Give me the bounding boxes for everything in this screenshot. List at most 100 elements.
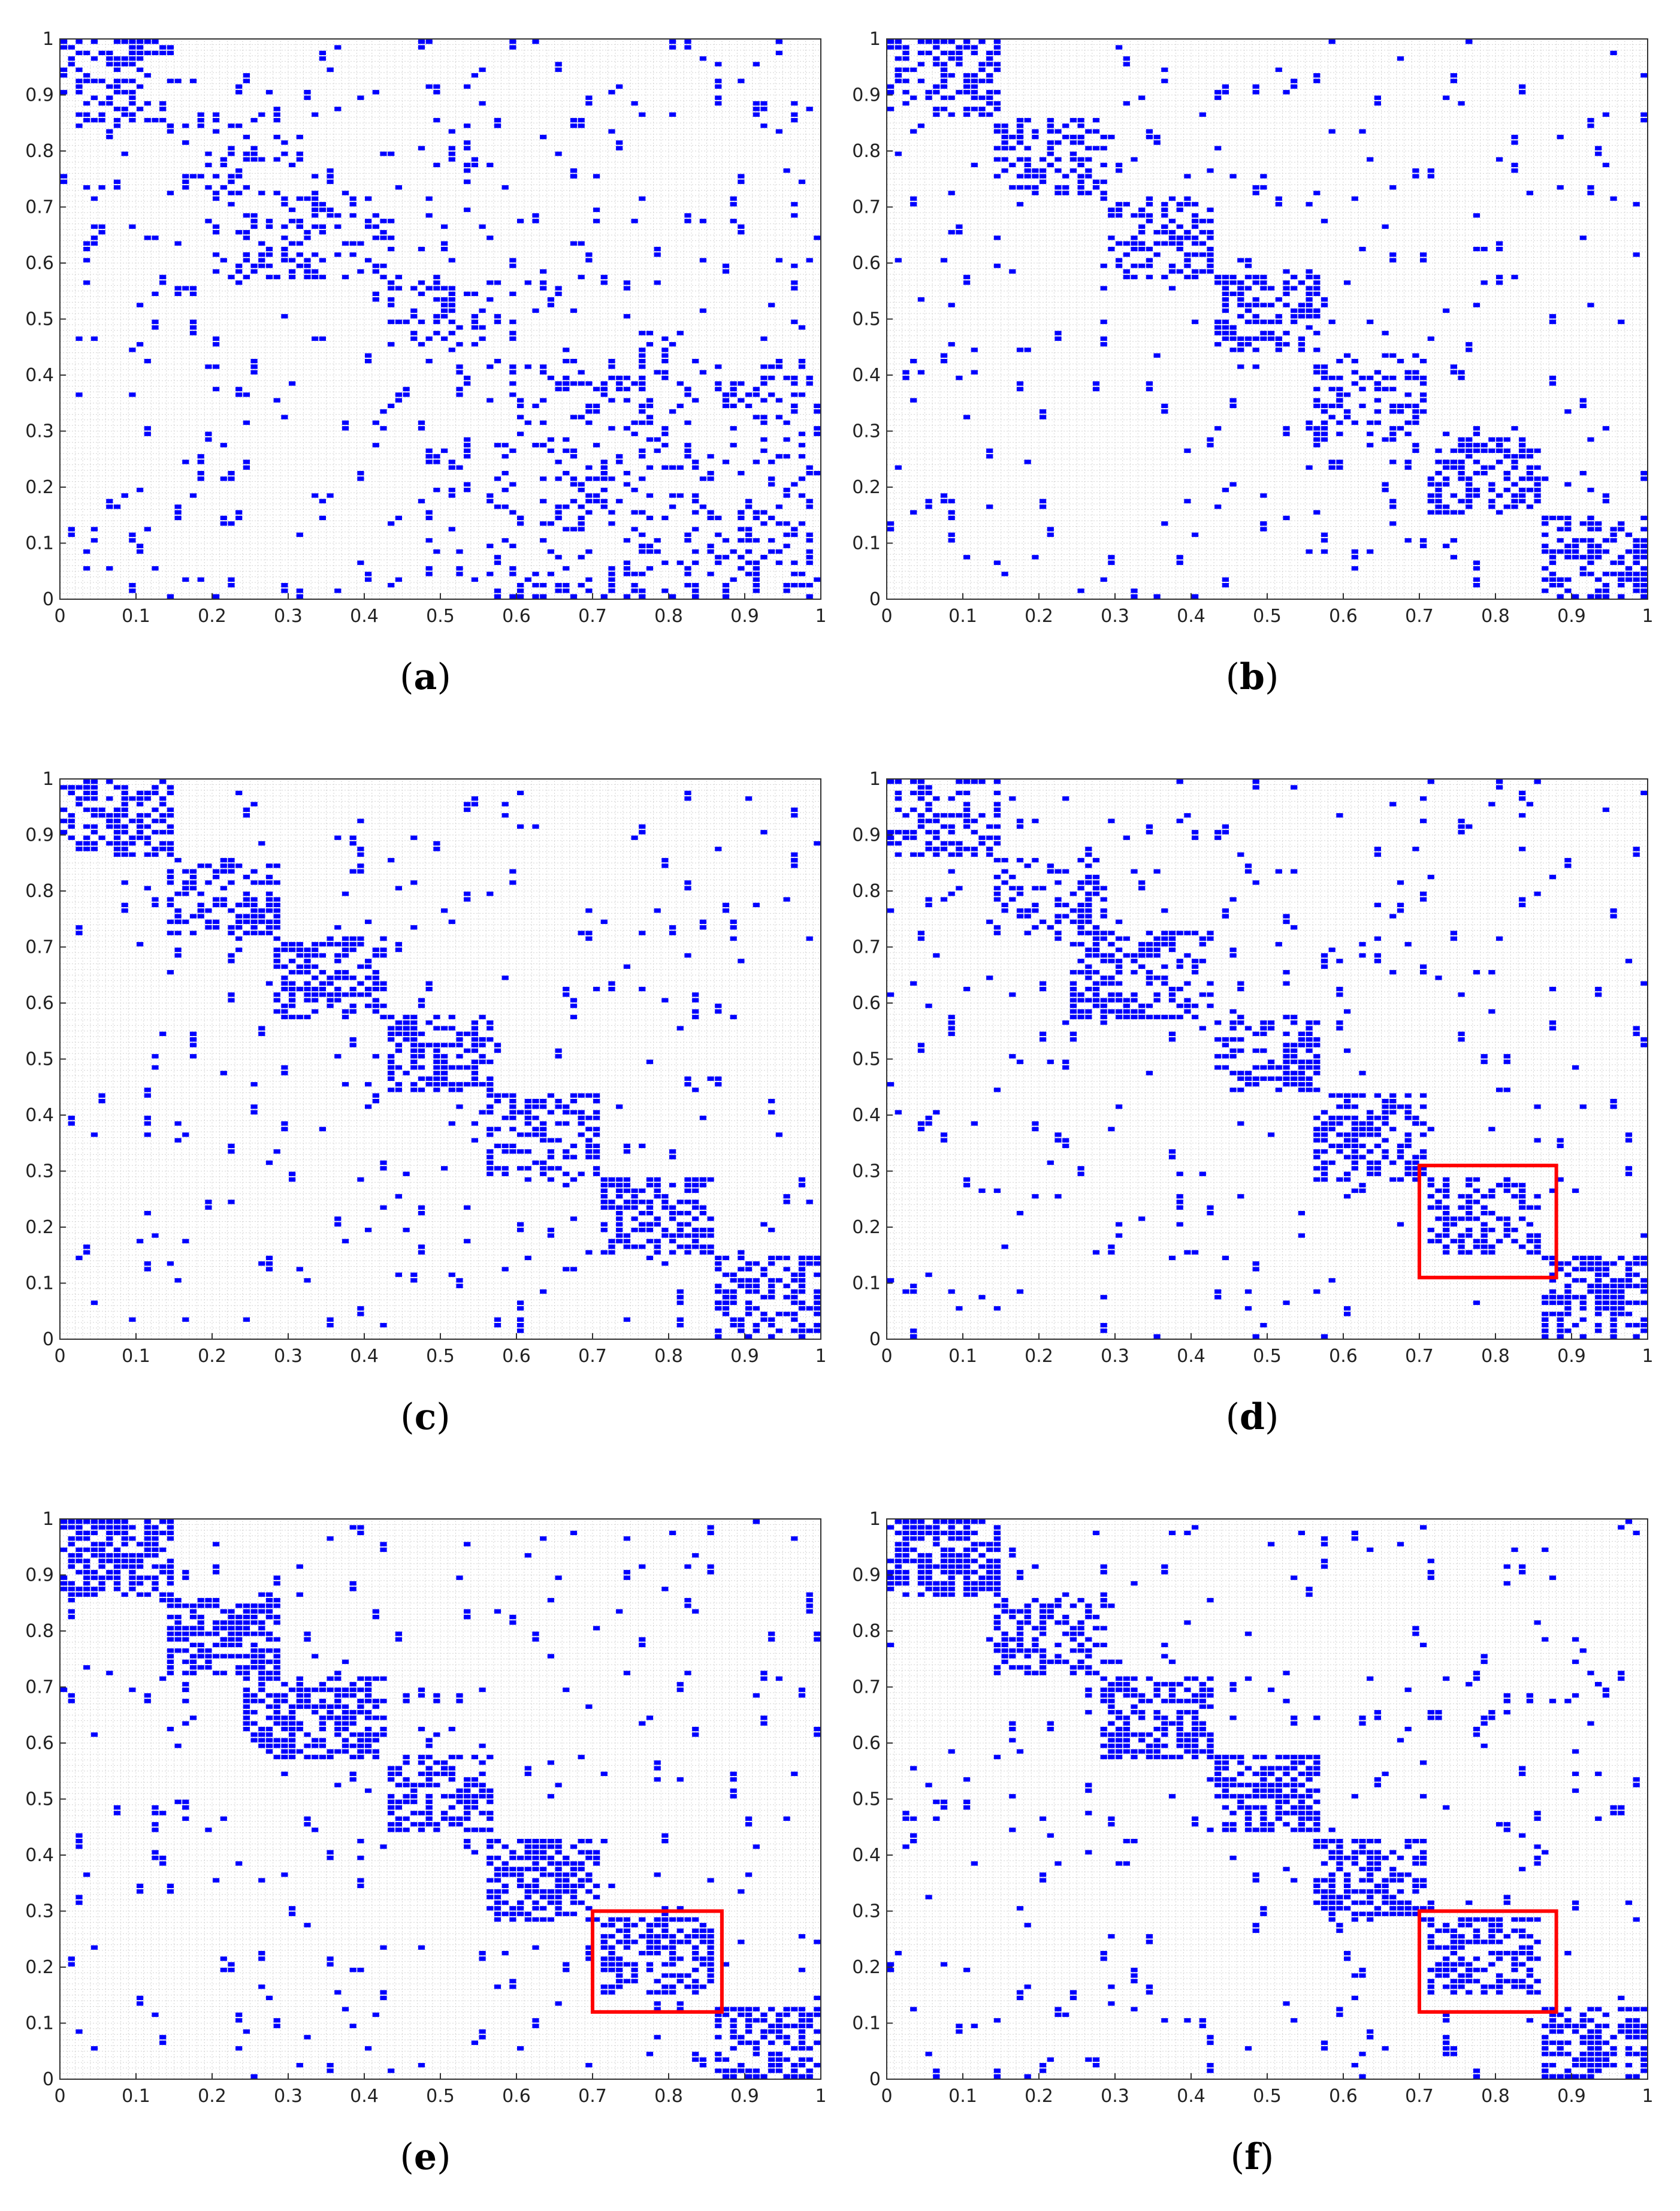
- data-point: [433, 1060, 440, 1064]
- data-point: [228, 191, 234, 195]
- data-point: [585, 931, 592, 935]
- data-point: [449, 157, 455, 161]
- data-point: [297, 252, 303, 256]
- data-point: [464, 1049, 470, 1053]
- data-point: [1367, 1127, 1373, 1131]
- data-point: [395, 1194, 402, 1198]
- data-point: [1527, 1239, 1533, 1243]
- data-point: [1032, 886, 1038, 890]
- data-point: [654, 1245, 661, 1249]
- data-point: [342, 942, 349, 946]
- data-point: [593, 1099, 600, 1103]
- data-point: [464, 897, 470, 901]
- x-tick-label: 0.3: [274, 1346, 303, 1367]
- data-point: [639, 449, 645, 453]
- data-point: [1382, 1138, 1389, 1142]
- data-point: [684, 1082, 691, 1086]
- data-point: [1237, 280, 1244, 285]
- data-point: [608, 1177, 615, 1182]
- data-point: [563, 359, 569, 363]
- data-point: [319, 987, 326, 991]
- data-point: [1389, 258, 1396, 262]
- data-point: [1214, 1054, 1221, 1058]
- data-point: [986, 78, 993, 83]
- data-point: [895, 830, 902, 834]
- data-point: [971, 370, 978, 374]
- data-point: [1230, 1088, 1237, 1092]
- data-point: [129, 45, 135, 49]
- data-point: [289, 1177, 295, 1182]
- data-point: [1359, 247, 1365, 251]
- data-point: [1040, 920, 1046, 924]
- data-point: [1405, 376, 1412, 380]
- data-point: [1603, 1301, 1609, 1305]
- data-point: [1245, 1026, 1252, 1030]
- data-point: [228, 578, 234, 582]
- data-point: [723, 1289, 729, 1294]
- data-point: [426, 460, 433, 464]
- data-point: [1093, 129, 1099, 134]
- data-point: [910, 510, 917, 514]
- data-point: [1496, 247, 1503, 251]
- data-point: [243, 152, 250, 156]
- data-point: [525, 1121, 531, 1125]
- data-point: [1336, 466, 1343, 470]
- data-point: [1466, 493, 1472, 497]
- data-point: [933, 830, 939, 834]
- data-point: [902, 56, 909, 61]
- data-point: [487, 1155, 493, 1159]
- data-point: [1344, 1132, 1350, 1137]
- data-point: [692, 1200, 699, 1204]
- data-point: [464, 381, 470, 385]
- data-point: [1610, 197, 1617, 201]
- data-point: [1458, 1206, 1465, 1210]
- data-point: [1253, 185, 1259, 189]
- data-point: [1184, 499, 1190, 503]
- data-point: [1488, 1211, 1495, 1215]
- data-point: [525, 280, 531, 285]
- data-point: [1587, 488, 1594, 492]
- data-point: [365, 965, 371, 969]
- data-point: [1443, 460, 1449, 464]
- data-point: [753, 561, 760, 565]
- data-point: [122, 880, 128, 884]
- data-point: [1435, 1239, 1442, 1243]
- data-point: [753, 113, 760, 117]
- data-point: [593, 174, 600, 178]
- data-point: [75, 68, 82, 72]
- data-point: [1359, 404, 1365, 408]
- data-point: [753, 460, 760, 464]
- data-point: [1473, 432, 1480, 436]
- data-point: [1101, 578, 1107, 582]
- data-point: [646, 1256, 653, 1260]
- data-point: [228, 174, 234, 178]
- data-point: [669, 1211, 676, 1215]
- data-point: [99, 78, 105, 83]
- data-point: [403, 1071, 410, 1075]
- data-point: [715, 1328, 721, 1333]
- data-point: [251, 364, 258, 369]
- data-point: [380, 426, 386, 430]
- data-point: [433, 1082, 440, 1086]
- data-point: [297, 942, 303, 946]
- data-point: [334, 252, 341, 256]
- data-point: [1542, 476, 1548, 481]
- data-point: [1519, 1206, 1525, 1210]
- data-point: [122, 830, 128, 834]
- data-point: [198, 174, 204, 178]
- data-point: [1207, 931, 1213, 935]
- data-point: [122, 847, 128, 851]
- data-point: [661, 354, 668, 358]
- data-point: [1291, 1020, 1297, 1025]
- data-point: [410, 1082, 417, 1086]
- data-point: [1116, 258, 1122, 262]
- data-point: [137, 796, 143, 801]
- data-point: [715, 1334, 721, 1339]
- data-point: [1093, 970, 1099, 974]
- data-point: [274, 908, 280, 913]
- data-point: [745, 1312, 752, 1316]
- data-point: [1564, 482, 1571, 487]
- data-point: [1321, 1161, 1328, 1165]
- data-point: [963, 113, 970, 117]
